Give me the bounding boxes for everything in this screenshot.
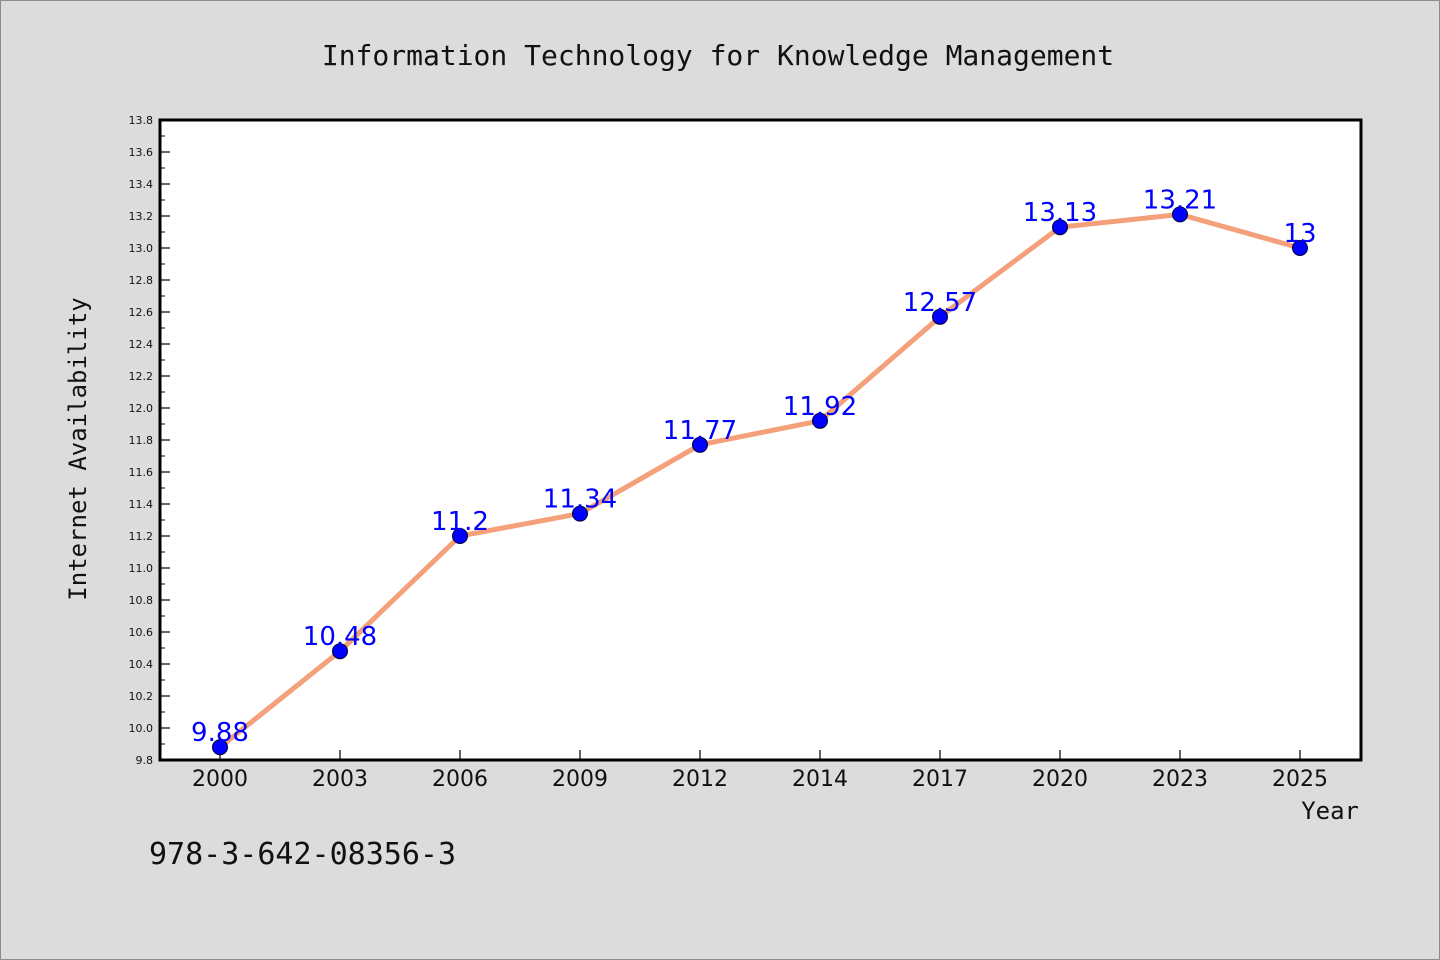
x-tick-label: 2020 xyxy=(1032,767,1088,792)
plot-frame xyxy=(158,118,1363,762)
data-point xyxy=(692,436,708,453)
x-tick-label: 2003 xyxy=(312,767,368,792)
x-tick-label: 2014 xyxy=(792,767,848,792)
series-line xyxy=(217,211,1303,750)
y-tick-label: 11.4 xyxy=(129,498,154,511)
x-tick-label: 2025 xyxy=(1272,767,1328,792)
y-tick-label: 10.6 xyxy=(129,626,154,639)
data-point xyxy=(1052,219,1068,236)
y-tick-label: 10.4 xyxy=(129,658,154,671)
data-point xyxy=(1292,240,1308,256)
y-tick-label: 11.6 xyxy=(129,466,154,479)
x-tick-label: 2023 xyxy=(1152,767,1208,792)
data-label: 13 xyxy=(1283,219,1316,249)
data-markers xyxy=(212,206,1308,756)
data-point xyxy=(212,739,228,756)
data-label: 11.77 xyxy=(663,416,737,446)
y-tick-label: 13.2 xyxy=(129,210,154,223)
y-tick-label: 13.0 xyxy=(129,242,154,255)
footer-identifier: 978-3-642-08356-3 xyxy=(149,837,456,872)
x-tick-label: 2017 xyxy=(912,767,968,792)
data-label: 11.92 xyxy=(783,392,857,422)
data-label: 13.13 xyxy=(1023,198,1097,228)
y-tick-label: 13.4 xyxy=(129,178,154,191)
data-point xyxy=(812,412,828,429)
plot-area xyxy=(160,120,1361,760)
data-point xyxy=(332,643,348,660)
y-tick-label: 13.6 xyxy=(129,146,154,159)
data-label: 10.48 xyxy=(303,622,377,652)
x-tick-label: 2000 xyxy=(192,767,248,792)
data-label: 11.2 xyxy=(431,507,489,537)
y-tick-label: 10.2 xyxy=(129,690,154,703)
y-tick-label: 11.8 xyxy=(129,434,154,447)
data-point xyxy=(572,505,588,522)
y-tick-label: 11.2 xyxy=(129,530,154,543)
y-tick-label: 9.8 xyxy=(136,754,154,767)
y-tick-label: 11.0 xyxy=(129,562,154,575)
chart-title: Information Technology for Knowledge Man… xyxy=(322,39,1114,72)
y-axis-ticks: 9.8 10.0 10.2 10.4 10.6 10.8 11.0 11.2 11.4 11.6 1… xyxy=(129,114,170,767)
data-label: 9.88 xyxy=(191,718,249,748)
data-point xyxy=(1172,206,1188,223)
data-label: 12.57 xyxy=(903,288,977,318)
y-tick-label: 10.0 xyxy=(129,722,154,735)
data-labels: 9.88 10.48 11.2 11.34 11.77 11.92 12.57 13.13 13… xyxy=(191,185,1316,748)
y-tick-label: 12.4 xyxy=(129,338,154,351)
x-axis-ticks: 2000 2003 2006 2009 2012 2014 2017 2020 2023 2025 xyxy=(192,750,1328,792)
y-tick-label: 12.0 xyxy=(129,402,154,415)
data-point xyxy=(932,308,948,325)
data-point xyxy=(452,528,468,544)
y-tick-label: 10.8 xyxy=(129,594,154,607)
x-tick-label: 2006 xyxy=(432,767,488,792)
y-tick-label: 12.6 xyxy=(129,306,154,319)
data-label: 13.21 xyxy=(1143,185,1217,215)
y-tick-label: 12.2 xyxy=(129,370,154,383)
x-tick-label: 2009 xyxy=(552,767,608,792)
x-tick-label: 2012 xyxy=(672,767,728,792)
x-axis-label: Year xyxy=(1301,797,1359,825)
y-tick-label: 12.8 xyxy=(129,274,154,287)
data-label: 11.34 xyxy=(543,485,617,515)
y-tick-label: 13.8 xyxy=(129,114,154,127)
y-axis-label: Internet Availability xyxy=(64,297,92,600)
series-line-group xyxy=(217,211,1303,750)
